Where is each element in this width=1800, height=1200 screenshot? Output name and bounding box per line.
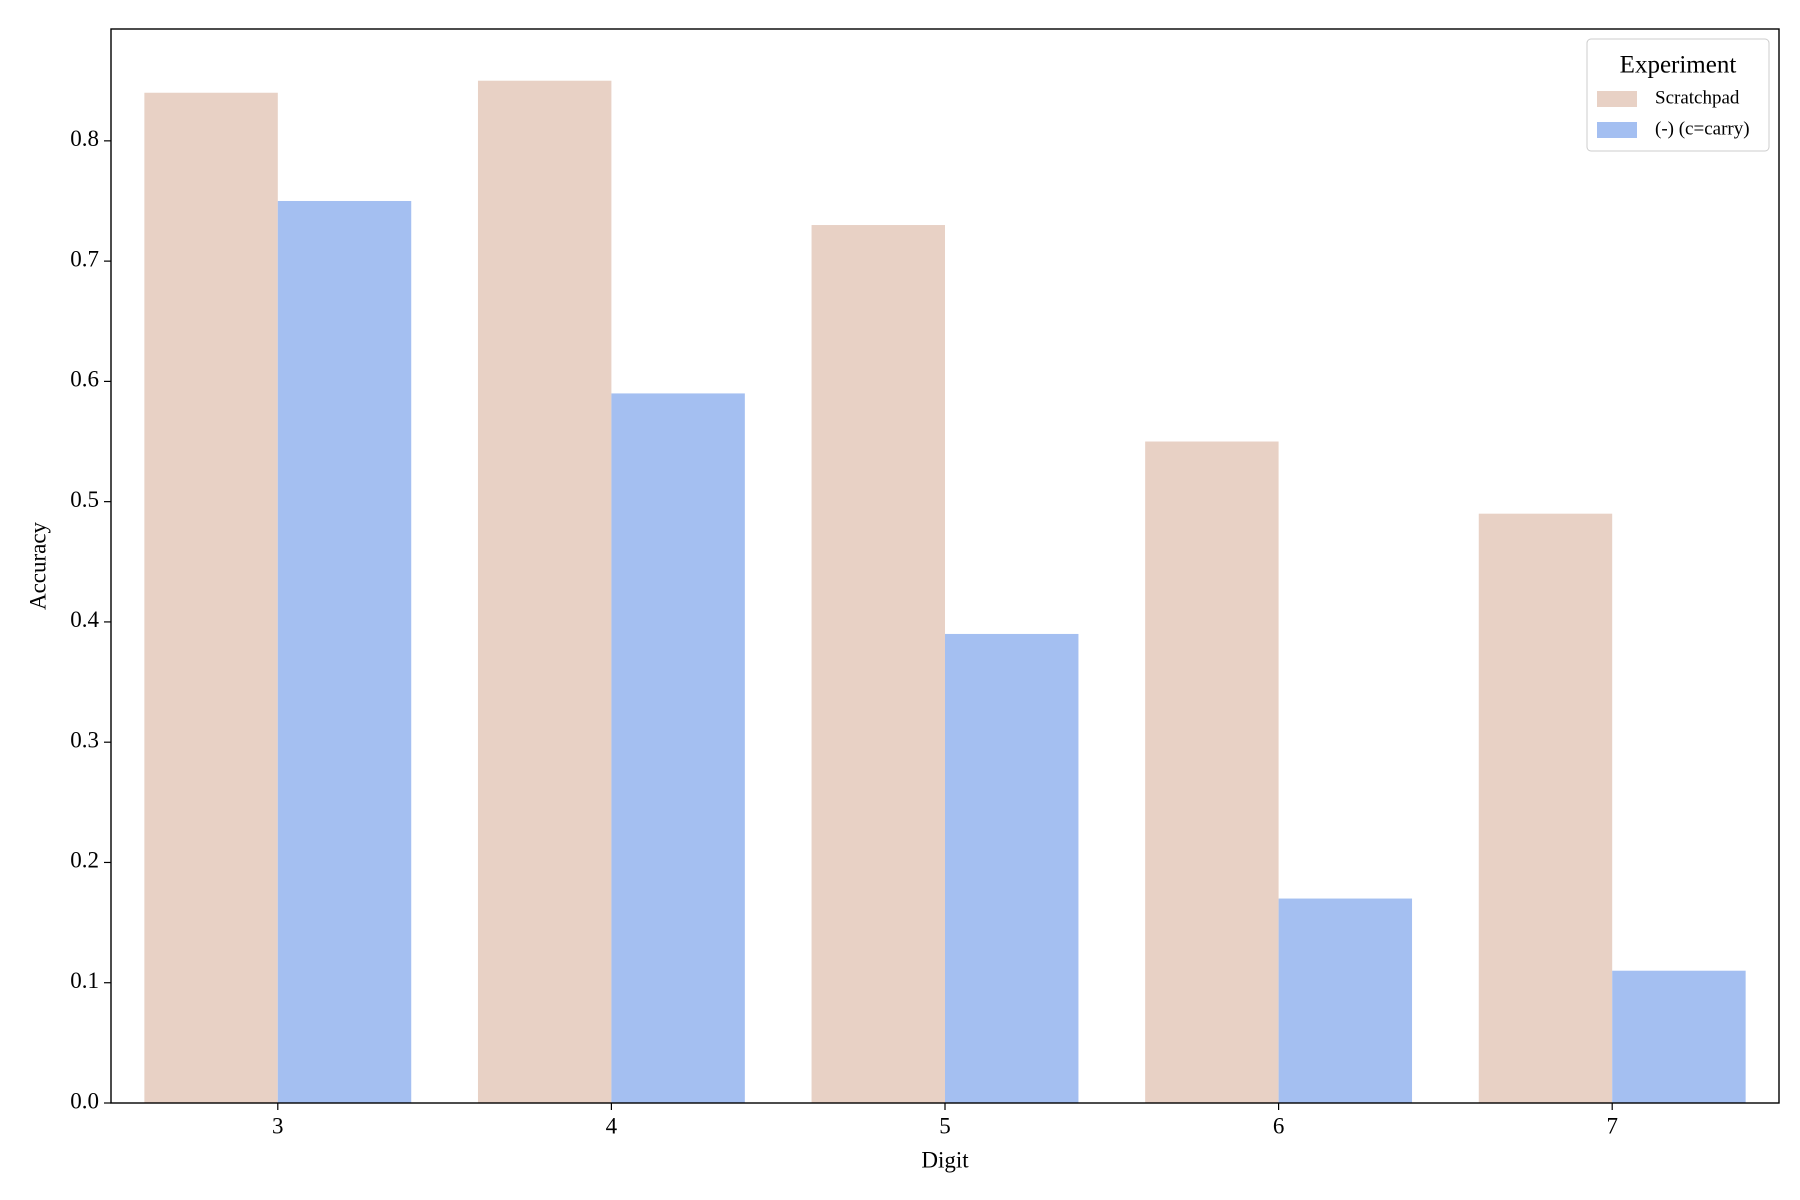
legend-swatch xyxy=(1597,122,1637,138)
legend-label: Scratchpad xyxy=(1655,87,1740,108)
bar xyxy=(611,393,745,1104)
bar xyxy=(945,633,1079,1103)
y-tick-label: 0.2 xyxy=(70,848,99,873)
y-axis-label: Accuracy xyxy=(25,521,50,610)
x-axis-label: Digit xyxy=(921,1147,969,1172)
y-tick-label: 0.1 xyxy=(70,968,99,993)
bar xyxy=(1612,970,1746,1103)
bar xyxy=(277,200,412,1104)
y-tick-label: 0.6 xyxy=(70,367,99,392)
x-tick-label: 7 xyxy=(1606,1113,1618,1138)
x-tick-label: 3 xyxy=(272,1113,284,1138)
y-tick-label: 0.5 xyxy=(70,487,99,512)
bar xyxy=(1145,441,1279,1103)
x-tick-label: 4 xyxy=(606,1113,618,1138)
bar xyxy=(811,225,945,1103)
y-tick-label: 0.3 xyxy=(70,727,99,752)
bar xyxy=(1478,513,1613,1103)
x-tick-label: 6 xyxy=(1273,1113,1285,1138)
x-tick-label: 5 xyxy=(939,1113,951,1138)
bar xyxy=(1278,898,1413,1103)
y-tick-label: 0.0 xyxy=(70,1088,99,1113)
y-tick-label: 0.8 xyxy=(70,126,99,151)
y-tick-label: 0.4 xyxy=(70,607,99,632)
legend-swatch xyxy=(1597,91,1637,107)
y-tick-label: 0.7 xyxy=(70,246,99,271)
legend-title: Experiment xyxy=(1620,52,1737,79)
legend-label: (-) (c=carry) xyxy=(1655,118,1750,139)
axes-frame xyxy=(110,28,1780,1104)
bar xyxy=(477,80,612,1103)
bar xyxy=(144,92,278,1104)
